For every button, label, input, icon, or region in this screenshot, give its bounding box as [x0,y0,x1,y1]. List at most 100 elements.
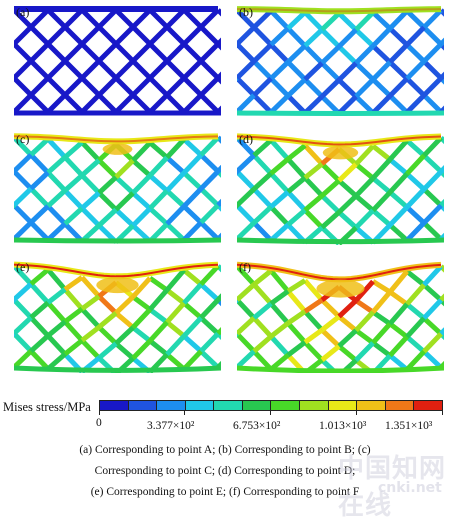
color-bar-segment [271,401,300,410]
lattice-strut [271,96,288,113]
lattice-strut [184,206,201,222]
lattice-strut [237,223,254,239]
lattice-strut [407,223,424,241]
lattice-strut [150,78,167,95]
lattice-strut [31,270,48,284]
lattice-strut [390,225,407,240]
lattice-strut [150,44,167,61]
panel-b: (b) [237,4,444,118]
lattice-strut [201,334,218,352]
lattice-strut [373,178,390,192]
lattice-strut [184,336,201,351]
lattice-strut [167,10,184,27]
lattice-struts [237,10,444,113]
lattice-a [14,4,221,118]
lattice-strut [424,10,441,27]
lattice-strut [271,355,288,369]
lattice-strut [407,95,424,112]
lattice-strut [424,61,441,78]
lattice-strut [288,159,305,178]
tick-label-0: 0 [96,417,102,429]
lattice-strut [65,191,82,209]
lattice-strut [390,207,407,225]
lattice-strut [356,46,373,63]
lattice-strut [390,160,407,174]
lattice-strut [218,61,221,78]
lattice-strut [48,44,65,61]
lattice-strut [167,224,184,240]
lattice-strut [390,45,407,62]
lattice-strut [31,44,48,61]
lattice-strut [218,95,221,112]
lattice-strut [373,281,390,292]
lattice-strut [150,10,167,27]
lattice-strut [339,317,356,331]
lattice-strut [390,79,407,96]
lattice-strut [322,346,339,360]
lattice-strut [407,207,424,223]
lattice-strut [288,281,305,292]
lattice-strut [82,208,99,225]
lattice-strut [339,13,356,29]
contact-stress-zone [317,280,365,298]
lattice-strut [150,278,167,290]
lattice-strut [390,29,407,45]
lattice-strut [441,95,444,112]
lattice-strut [356,146,373,164]
lattice-strut [407,271,424,284]
lattice-strut [150,176,167,191]
bottom-plate [237,368,444,371]
lattice-strut [356,343,373,360]
lattice-strut [48,95,65,112]
lattice-strut [271,323,288,336]
lattice-d [237,131,444,245]
lattice-strut [201,27,218,44]
panel-label-a: (a) [16,5,29,20]
lattice-strut [82,327,99,340]
lattice-strut [201,78,218,95]
lattice-strut [167,27,184,44]
lattice-strut [271,79,288,96]
lattice-strut [14,300,31,318]
lattice-strut [150,27,167,44]
lattice-strut [407,141,424,156]
lattice-strut [390,174,407,192]
lattice-strut [167,61,184,78]
lattice-strut [31,318,48,336]
lattice-strut [31,95,48,112]
lattice-strut [407,156,424,174]
lattice-strut [31,173,48,189]
lattice-strut [218,282,221,300]
lattice-strut [48,10,65,27]
lattice-strut [424,300,441,318]
lattice-strut [339,196,356,212]
lattice-strut [390,304,407,324]
lattice-strut [288,323,305,342]
lattice-strut [271,271,288,291]
lattice-strut [441,188,444,205]
contact-stress-zone [323,146,358,160]
lattice-strut [373,312,390,324]
lattice-strut [82,10,99,27]
lattice-strut [218,154,221,171]
lattice-strut [271,140,288,159]
lattice-strut [373,29,390,46]
lattice-strut [65,95,82,112]
lattice-strut [82,78,99,95]
lattice-strut [150,61,167,78]
lattice-strut [82,160,99,175]
lattice-strut [305,311,322,330]
contact-stress-zone [96,277,138,293]
lattice-strut [373,192,390,210]
lattice-strut [271,62,288,78]
lattice-strut [237,205,254,222]
tick-label-1: 3.377×10² [147,420,194,432]
contact-stress-zone [103,143,133,155]
lattice-f [237,259,444,373]
lattice-strut [271,192,288,207]
lattice-strut [424,95,441,112]
lattice-strut [305,63,322,79]
lattice-strut [322,196,339,213]
lattice-strut [99,27,116,44]
lattice-strut [390,292,407,304]
